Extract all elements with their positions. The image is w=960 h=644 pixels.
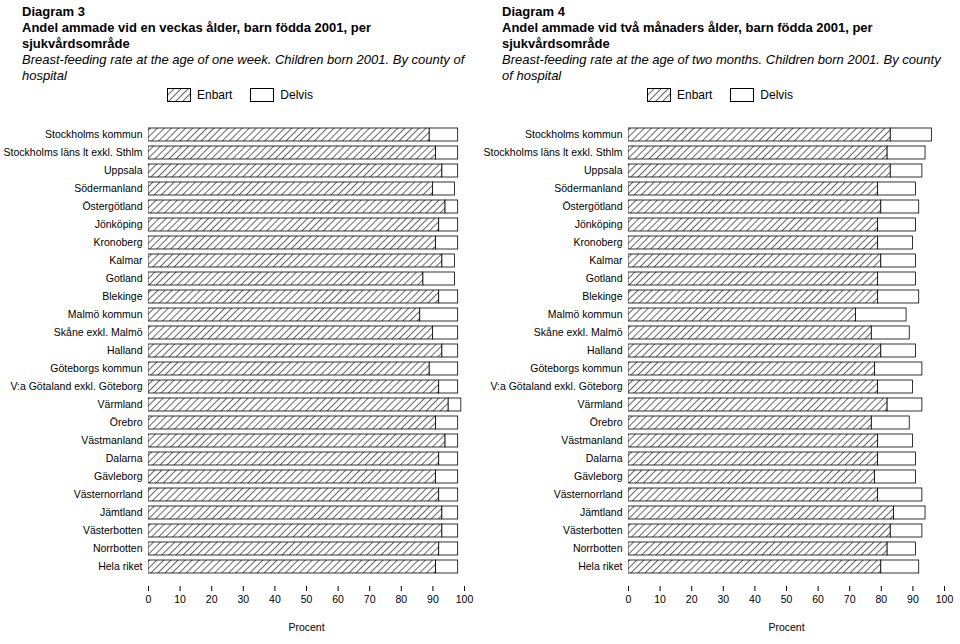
svg-text:Jönköping: Jönköping: [575, 218, 623, 230]
svg-text:Kronoberg: Kronoberg: [93, 236, 142, 248]
html-text:Breast-feeding rate at the age: Breast-feeding rate at the age of one we…: [22, 52, 465, 83]
html-text:Delvis: Delvis: [760, 88, 793, 102]
svg-text:Kalmar: Kalmar: [109, 254, 143, 266]
html-text:Diagram 3: Diagram 3: [22, 4, 85, 19]
svg-text:Värmland: Värmland: [578, 398, 623, 410]
svg-text:Östergötland: Östergötland: [562, 200, 622, 212]
svg-text:Västerbotten: Västerbotten: [83, 524, 143, 536]
html-text:Enbart: Enbart: [677, 88, 713, 102]
svg-text:Procent: Procent: [288, 621, 324, 633]
svg-text:Södermanland: Södermanland: [554, 182, 622, 194]
svg-text:10: 10: [174, 593, 186, 605]
svg-text:Halland: Halland: [587, 344, 623, 356]
svg-text:Stockholms läns lt exkl. Sthlm: Stockholms läns lt exkl. Sthlm: [4, 146, 143, 158]
svg-text:V:a Götaland exkl. Göteborg: V:a Götaland exkl. Göteborg: [490, 380, 622, 392]
svg-text:Jönköping: Jönköping: [95, 218, 143, 230]
svg-text:Skåne exkl. Malmö: Skåne exkl. Malmö: [534, 326, 623, 338]
svg-text:V:a Götaland exkl. Göteborg: V:a Götaland exkl. Göteborg: [10, 380, 142, 392]
svg-text:Malmö kommun: Malmö kommun: [548, 308, 623, 320]
svg-text:Blekinge: Blekinge: [102, 290, 142, 302]
svg-text:20: 20: [206, 593, 218, 605]
svg-text:Malmö kommun: Malmö kommun: [68, 308, 143, 320]
svg-text:70: 70: [844, 593, 856, 605]
svg-text:Skåne exkl. Malmö: Skåne exkl. Malmö: [54, 326, 143, 338]
svg-text:0: 0: [626, 593, 632, 605]
svg-text:Uppsala: Uppsala: [584, 164, 623, 176]
svg-text:Blekinge: Blekinge: [582, 290, 622, 302]
svg-text:Östergötland: Östergötland: [82, 200, 142, 212]
html-text:Breast-feeding rate at the age: Breast-feeding rate at the age of two mo…: [502, 52, 941, 83]
svg-text:Hela riket: Hela riket: [578, 560, 622, 572]
svg-text:Jämtland: Jämtland: [580, 506, 623, 518]
svg-text:Örebro: Örebro: [590, 416, 623, 428]
svg-text:Stockholms kommun: Stockholms kommun: [45, 128, 143, 140]
html-text:Enbart: Enbart: [197, 88, 233, 102]
svg-text:40: 40: [269, 593, 281, 605]
svg-text:Värmland: Värmland: [98, 398, 143, 410]
svg-text:Dalarna: Dalarna: [586, 452, 623, 464]
svg-text:Gävleborg: Gävleborg: [94, 470, 143, 482]
svg-text:100: 100: [936, 593, 954, 605]
svg-text:50: 50: [781, 593, 793, 605]
html-text:Delvis: Delvis: [280, 88, 313, 102]
svg-text:Uppsala: Uppsala: [104, 164, 143, 176]
svg-text:30: 30: [237, 593, 249, 605]
svg-text:80: 80: [395, 593, 407, 605]
svg-text:90: 90: [907, 593, 919, 605]
svg-text:70: 70: [364, 593, 376, 605]
svg-text:Göteborgs kommun: Göteborgs kommun: [530, 362, 622, 374]
svg-text:30: 30: [717, 593, 729, 605]
html-text:Andel ammade vid en veckas åld: Andel ammade vid en veckas ålder, barn f…: [22, 20, 371, 51]
svg-text:Norrbotten: Norrbotten: [93, 542, 143, 554]
svg-text:Stockholms läns lt exkl. Sthlm: Stockholms läns lt exkl. Sthlm: [484, 146, 623, 158]
svg-text:Gävleborg: Gävleborg: [574, 470, 623, 482]
svg-text:100: 100: [456, 593, 474, 605]
svg-text:Västerbotten: Västerbotten: [563, 524, 623, 536]
svg-text:Västmanland: Västmanland: [81, 434, 142, 446]
svg-text:60: 60: [332, 593, 344, 605]
svg-text:Procent: Procent: [768, 621, 804, 633]
svg-text:Göteborgs kommun: Göteborgs kommun: [50, 362, 142, 374]
svg-text:Stockholms kommun: Stockholms kommun: [525, 128, 623, 140]
svg-text:Gotland: Gotland: [586, 272, 623, 284]
html-text:Diagram 4: Diagram 4: [502, 4, 565, 19]
svg-text:60: 60: [812, 593, 824, 605]
svg-text:Västernorrland: Västernorrland: [74, 488, 143, 500]
svg-text:Södermanland: Södermanland: [74, 182, 142, 194]
svg-text:20: 20: [686, 593, 698, 605]
svg-text:0: 0: [146, 593, 152, 605]
svg-text:50: 50: [301, 593, 313, 605]
html-text:Andel ammade vid två månaders: Andel ammade vid två månaders ålder, bar…: [502, 20, 873, 51]
svg-text:80: 80: [875, 593, 887, 605]
svg-text:Kalmar: Kalmar: [589, 254, 623, 266]
svg-text:Hela riket: Hela riket: [98, 560, 142, 572]
svg-text:Gotland: Gotland: [106, 272, 143, 284]
svg-text:Dalarna: Dalarna: [106, 452, 143, 464]
svg-text:40: 40: [749, 593, 761, 605]
svg-text:Kronoberg: Kronoberg: [573, 236, 622, 248]
svg-text:Jämtland: Jämtland: [100, 506, 143, 518]
svg-text:90: 90: [427, 593, 439, 605]
svg-text:Västmanland: Västmanland: [561, 434, 622, 446]
svg-text:Norrbotten: Norrbotten: [573, 542, 623, 554]
svg-text:Halland: Halland: [107, 344, 143, 356]
svg-text:Örebro: Örebro: [110, 416, 143, 428]
svg-text:Västernorrland: Västernorrland: [554, 488, 623, 500]
svg-text:10: 10: [654, 593, 666, 605]
